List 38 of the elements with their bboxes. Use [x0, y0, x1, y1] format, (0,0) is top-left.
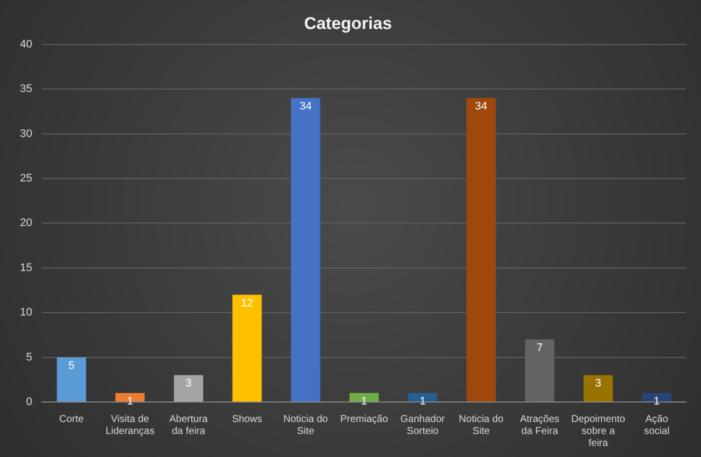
y-tick-label: 25: [20, 172, 32, 185]
data-label: 3: [595, 378, 602, 390]
x-tick-label: Ganhador Sorteio: [400, 414, 446, 437]
x-tick-label: Ação social: [644, 414, 670, 437]
x-tick-label: Shows: [232, 414, 262, 425]
data-label: 7: [536, 342, 543, 354]
data-label: 34: [475, 100, 488, 113]
x-tick-label: Premiação: [340, 414, 388, 425]
bar: [290, 98, 320, 402]
x-tick-label: Visita de Lideranças: [106, 414, 154, 437]
y-tick-label: 5: [26, 351, 32, 364]
data-label: 3: [185, 378, 192, 390]
data-label: 1: [654, 396, 660, 408]
y-tick-label: 20: [20, 217, 32, 230]
x-tick-label: Atrações da Feira: [520, 414, 560, 437]
data-label: 34: [299, 100, 312, 113]
x-tick-label: Depoimento sobre a feira: [571, 414, 626, 449]
x-tick-label: Corte: [59, 414, 84, 425]
data-label: 1: [420, 396, 426, 408]
data-label: 1: [361, 396, 368, 408]
bar: [174, 375, 204, 402]
y-tick-label: 10: [20, 306, 32, 319]
y-tick-label: 35: [20, 83, 32, 96]
y-tick-label: 0: [26, 396, 32, 408]
y-tick-label: 15: [20, 262, 32, 274]
data-label: 5: [68, 360, 75, 372]
bar: [56, 357, 86, 402]
data-label: 12: [240, 297, 254, 310]
y-tick-label: 40: [20, 38, 32, 50]
y-tick-label: 30: [20, 128, 32, 140]
bar: [466, 98, 496, 402]
x-tick-label: Abertura da feira: [169, 414, 208, 437]
bar: [584, 375, 613, 402]
x-tick-label: Noticia do Site: [458, 414, 504, 437]
x-tick-label: Noticia do Site: [283, 414, 328, 437]
chart-title: Categorias: [304, 14, 392, 33]
data-label: 1: [126, 396, 134, 408]
bar: [232, 294, 262, 402]
